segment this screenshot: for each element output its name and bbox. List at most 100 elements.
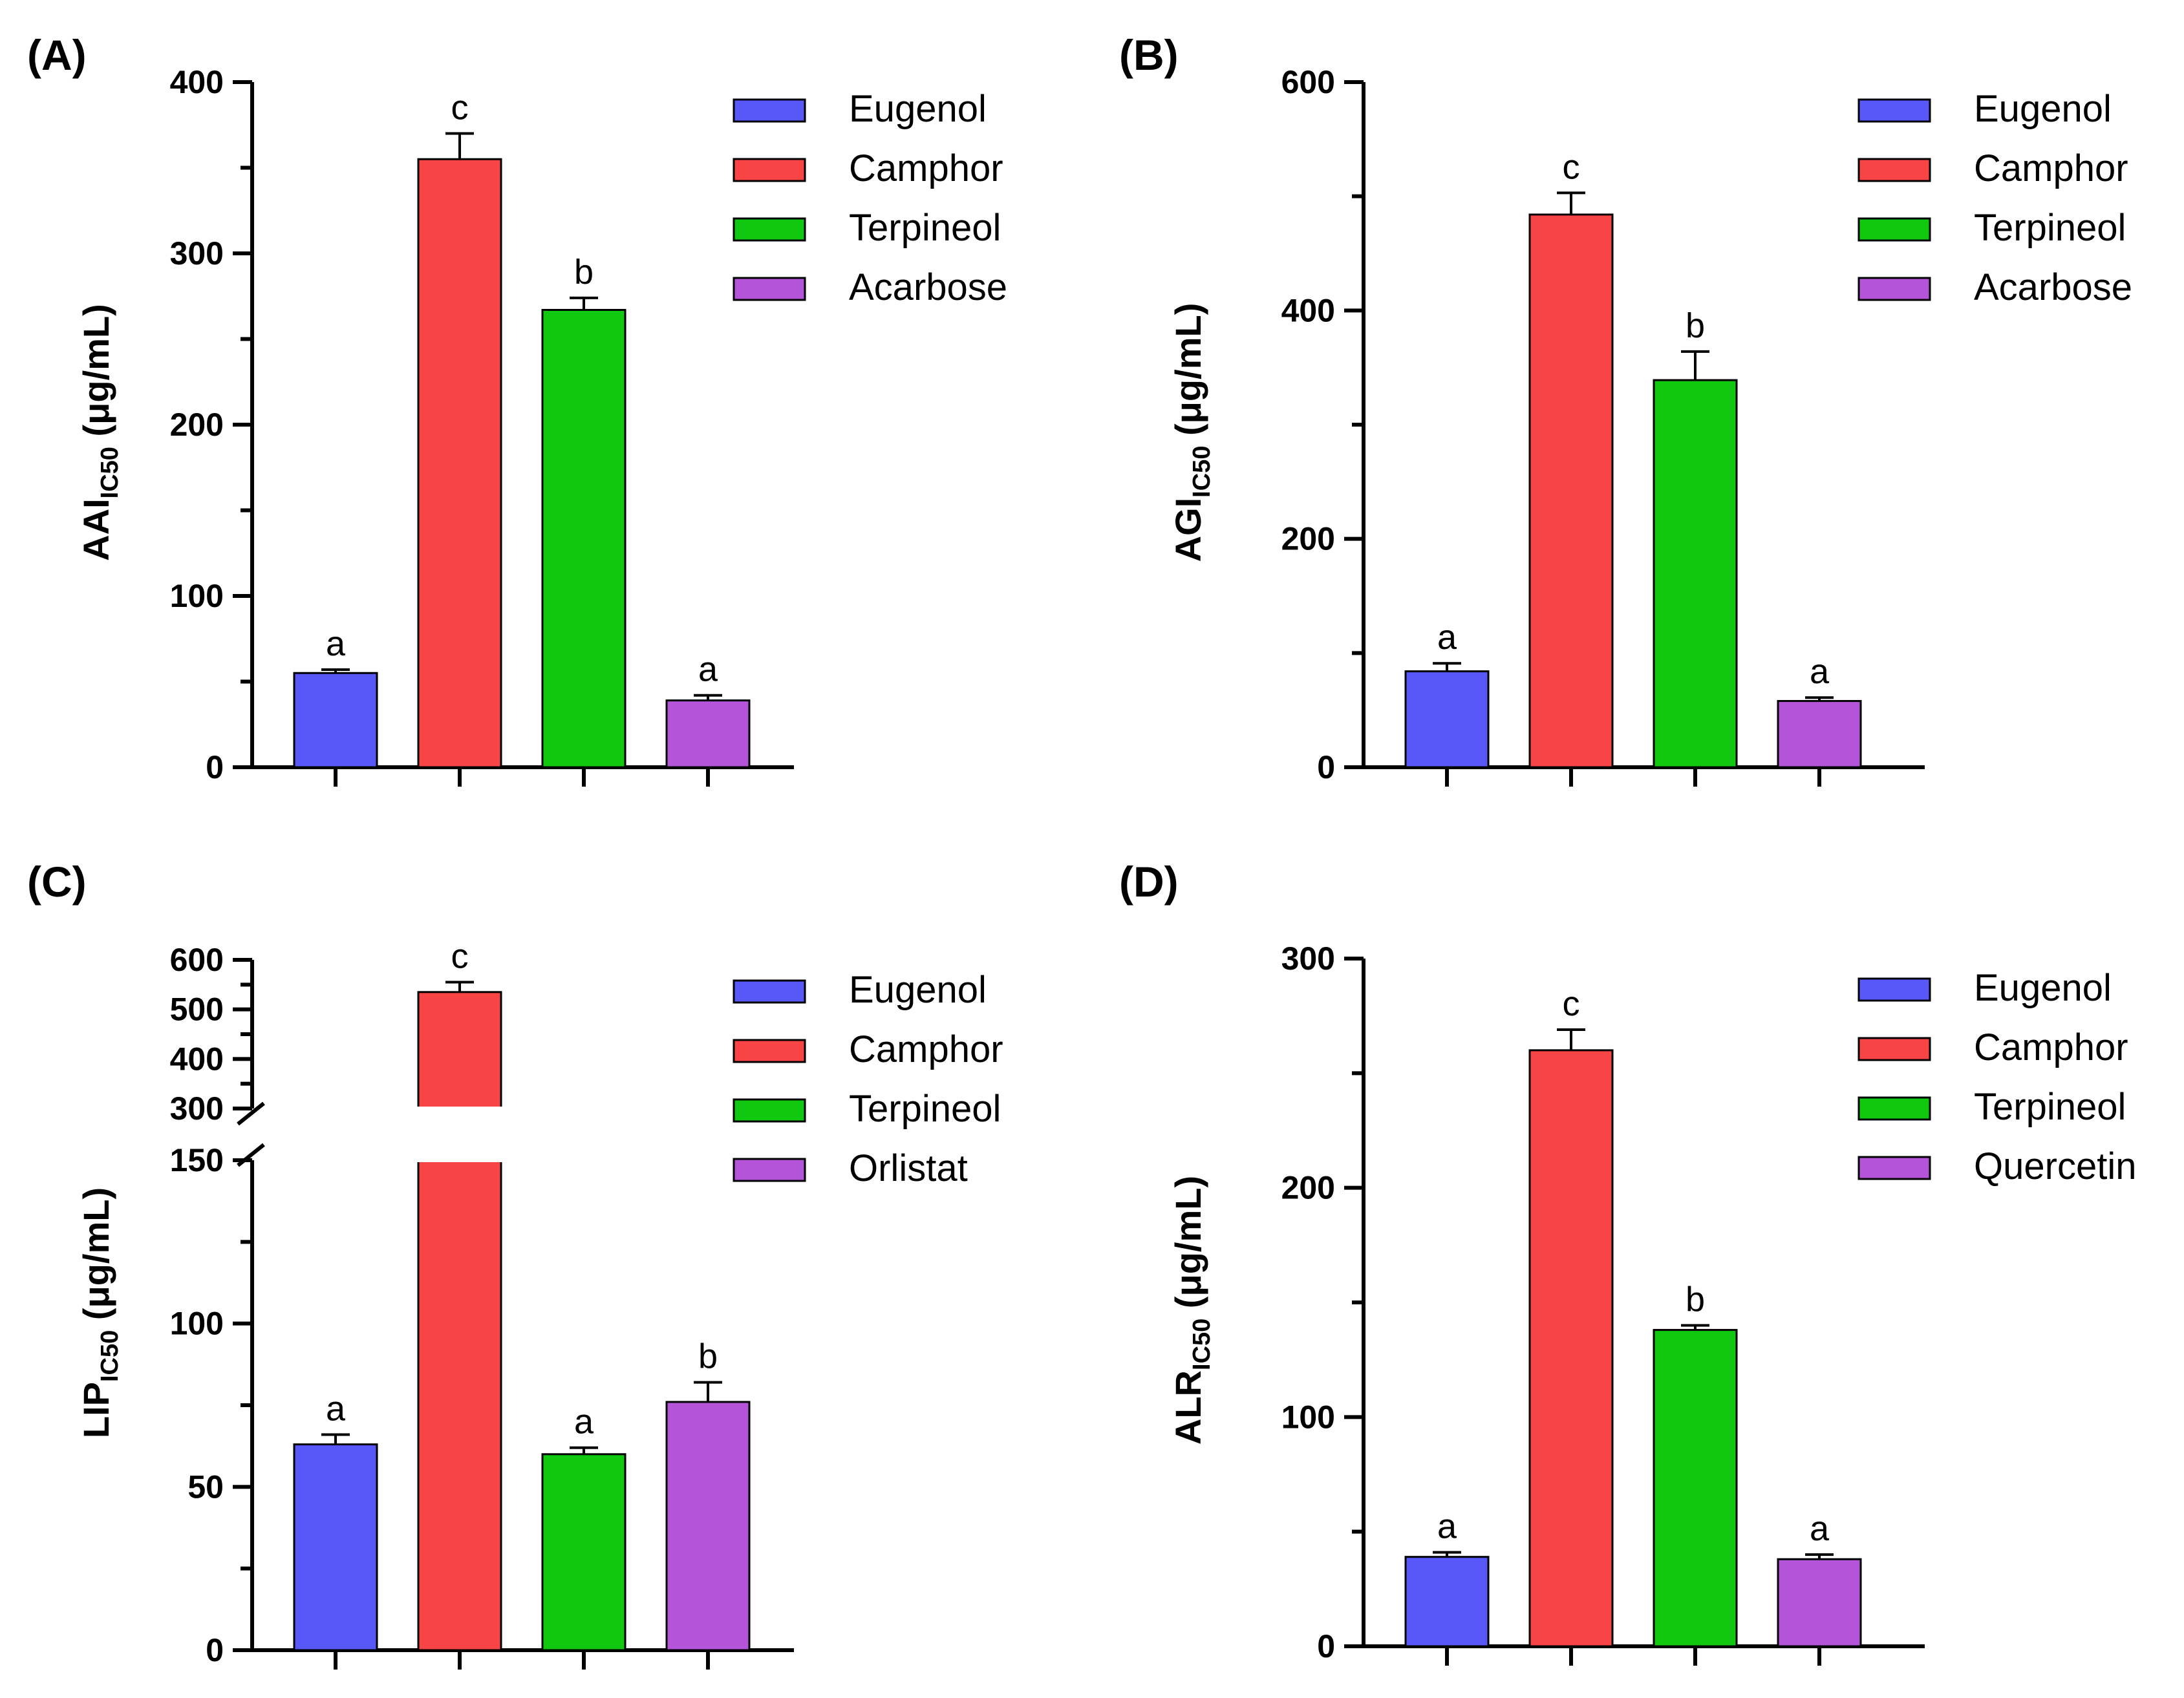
- legend-label: Terpineol: [1974, 207, 2126, 249]
- y-tick-label: 100: [1281, 1399, 1335, 1435]
- chart-panel-3: (C) 0 50 100 150 300 400 500 600 LIPIC50 (μg/mL) a…: [27, 858, 1003, 1670]
- legend-swatch: [1857, 1037, 1931, 1061]
- y-tick-label: 500: [170, 992, 224, 1028]
- legend-label: Terpineol: [849, 1088, 1001, 1130]
- y-axis-title-unit: (μg/mL): [76, 304, 116, 447]
- bar-quercetin: [1777, 1558, 1862, 1648]
- legend-label: Quercetin: [1974, 1145, 2136, 1187]
- y-tick-label: 0: [206, 749, 224, 785]
- panel-label: (C): [27, 858, 87, 906]
- bar-camphor: [1528, 213, 1614, 769]
- bar-eugenol: [1404, 1556, 1490, 1648]
- bar-eugenol: [293, 1443, 378, 1651]
- y-axis-title-sub: IC50: [1188, 446, 1215, 498]
- y-tick-label: 0: [206, 1632, 224, 1668]
- legend-swatch: [733, 979, 806, 1004]
- y-tick-label: 400: [170, 64, 224, 100]
- significance-label: a: [1810, 652, 1830, 691]
- y-axis-title-unit: (μg/mL): [1168, 303, 1208, 446]
- panel-label: (D): [1119, 858, 1179, 906]
- legend-swatch: [1857, 158, 1931, 182]
- y-axis-title-unit: (μg/mL): [76, 1187, 116, 1330]
- legend-swatch: [1857, 98, 1931, 123]
- y-axis-title: ALRIC50 (μg/mL): [1168, 1176, 1215, 1445]
- y-tick-label: 200: [170, 407, 224, 443]
- bar-terpineol: [1653, 1329, 1738, 1648]
- legend-swatch: [1857, 1096, 1931, 1121]
- bar-camphor-lower: [417, 1159, 502, 1651]
- chart-panel-1: (A) 0 100 200 300 400 AAIIC50 (μg/mL) a c b a Eugen…: [27, 31, 1007, 787]
- panel-label: (B): [1119, 31, 1179, 79]
- legend-label: Camphor: [849, 147, 1003, 189]
- y-tick-label: 100: [170, 578, 224, 614]
- y-axis-title: AAIIC50 (μg/mL): [76, 304, 123, 561]
- panel-label: (A): [27, 31, 87, 79]
- y-tick-label: 300: [1281, 940, 1335, 977]
- legend-label: Orlistat: [849, 1147, 968, 1189]
- y-tick-label: 150: [170, 1142, 224, 1178]
- significance-label: a: [698, 650, 718, 689]
- legend-label: Camphor: [849, 1028, 1003, 1070]
- y-tick-label: 600: [1281, 64, 1335, 100]
- significance-label: c: [1563, 147, 1580, 186]
- significance-label: a: [1810, 1509, 1830, 1548]
- y-axis-title-unit: (μg/mL): [1168, 1176, 1208, 1319]
- legend-label: Terpineol: [849, 207, 1001, 249]
- chart-panel-2: (B) 0 200 400 600 AGIIC50 (μg/mL) a c b a Eugenol C…: [1119, 31, 2132, 787]
- bar-orlistat: [665, 1401, 751, 1651]
- y-axis-title-main: AAI: [76, 498, 116, 560]
- axis-break-mark-upper: [237, 1101, 265, 1126]
- y-axis-title-main: LIP: [76, 1382, 116, 1438]
- legend-label: Camphor: [1974, 147, 2128, 189]
- significance-label: a: [1437, 618, 1457, 657]
- bar-terpineol: [541, 1453, 626, 1651]
- legend-label: Eugenol: [1974, 967, 2112, 1009]
- legend-label: Acarbose: [1974, 266, 2132, 308]
- bar-camphor: [1528, 1049, 1614, 1648]
- legend-swatch: [1857, 1156, 1931, 1180]
- y-tick-label: 200: [1281, 1170, 1335, 1206]
- legend-swatch: [733, 1158, 806, 1182]
- legend-swatch: [733, 98, 806, 123]
- y-axis-title-main: ALR: [1168, 1370, 1208, 1445]
- y-tick-label: 400: [1281, 292, 1335, 328]
- legend-swatch: [733, 1039, 806, 1063]
- significance-label: b: [1686, 306, 1705, 345]
- y-tick-label: 200: [1281, 521, 1335, 557]
- bar-terpineol: [1653, 379, 1738, 769]
- y-axis-title-main: AGI: [1168, 498, 1208, 562]
- legend-swatch: [733, 277, 806, 301]
- significance-label: a: [326, 1389, 346, 1428]
- y-tick-label: 100: [170, 1306, 224, 1342]
- y-axis-title: LIPIC50 (μg/mL): [76, 1187, 123, 1438]
- legend-swatch: [1857, 277, 1931, 301]
- bar-camphor: [417, 158, 502, 769]
- legend-swatch: [1857, 977, 1931, 1002]
- legend-label: Eugenol: [849, 88, 987, 130]
- bar-camphor-upper: [417, 991, 502, 1110]
- significance-label: c: [1563, 984, 1580, 1023]
- y-axis-title-sub: IC50: [1188, 1319, 1215, 1370]
- legend-swatch: [733, 1098, 806, 1123]
- legend-swatch: [1857, 217, 1931, 242]
- bar-acarbose: [1777, 700, 1862, 769]
- y-axis-title-sub: IC50: [96, 1330, 123, 1382]
- y-tick-label: 300: [170, 1090, 224, 1127]
- y-tick-label: 600: [170, 942, 224, 978]
- y-tick-label: 0: [1317, 1628, 1335, 1664]
- bar-acarbose: [665, 699, 751, 769]
- legend-label: Eugenol: [849, 969, 987, 1011]
- significance-label: a: [326, 624, 346, 663]
- legend-label: Terpineol: [1974, 1086, 2126, 1128]
- significance-label: b: [1686, 1280, 1705, 1319]
- legend-swatch: [733, 217, 806, 242]
- legend-label: Camphor: [1974, 1026, 2128, 1068]
- y-tick-label: 0: [1317, 749, 1335, 785]
- legend-swatch: [733, 158, 806, 182]
- legend-label: Acarbose: [849, 266, 1007, 308]
- chart-panel-4: (D) 0 100 200 300 ALRIC50 (μg/mL) a c b a Eugenol C…: [1119, 858, 2136, 1666]
- legend-label: Eugenol: [1974, 88, 2112, 130]
- bar-eugenol: [293, 672, 378, 769]
- y-axis-title: AGIIC50 (μg/mL): [1168, 303, 1215, 562]
